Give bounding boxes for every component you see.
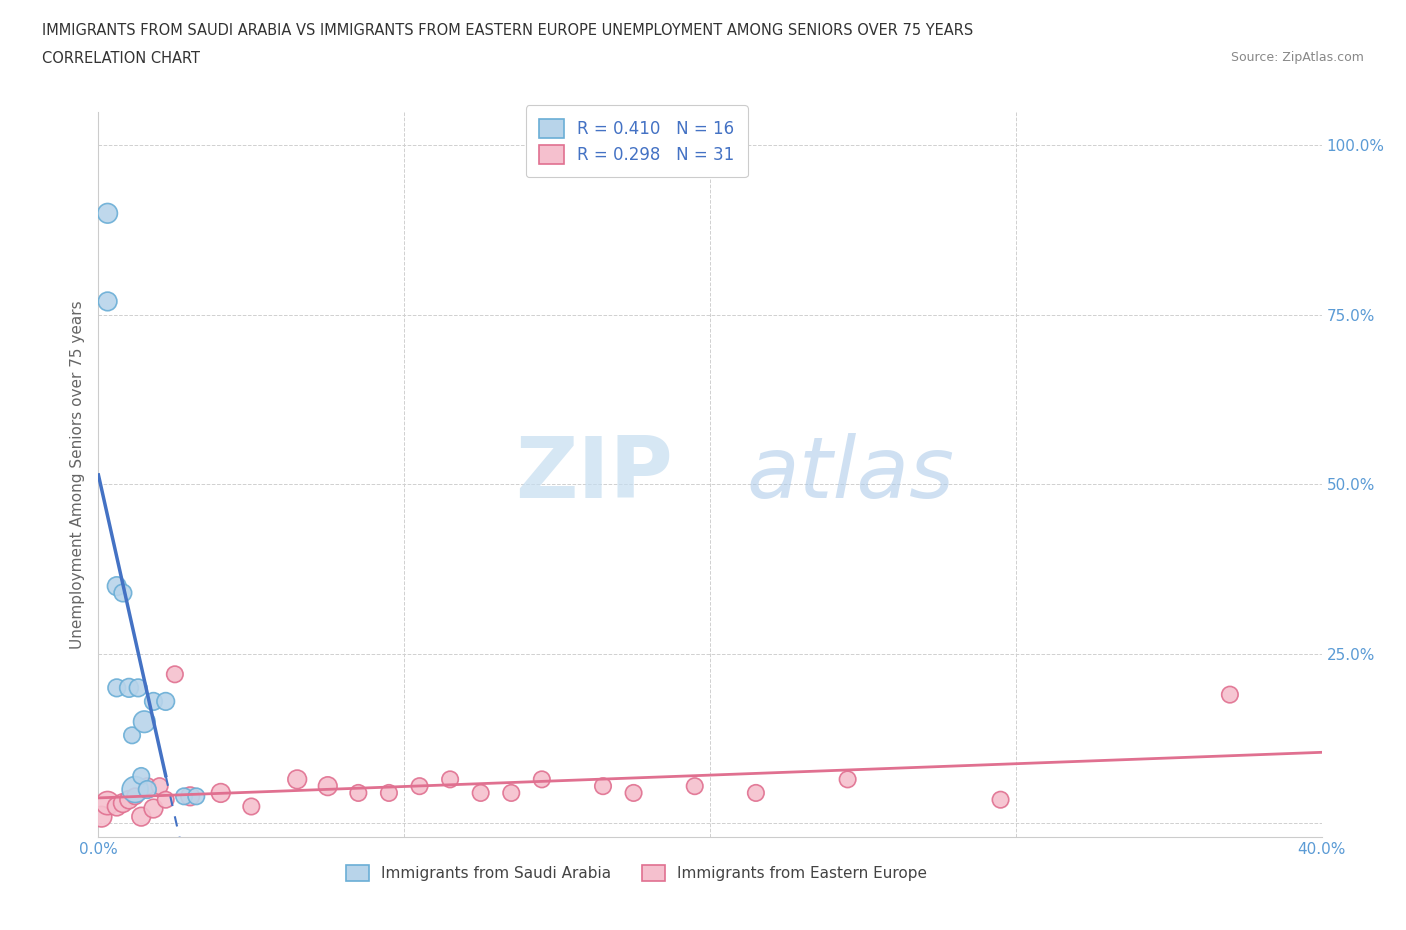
- Point: [837, 772, 859, 787]
- Point: [134, 714, 156, 729]
- Point: [179, 789, 201, 804]
- Point: [683, 778, 706, 793]
- Point: [592, 778, 614, 793]
- Text: IMMIGRANTS FROM SAUDI ARABIA VS IMMIGRANTS FROM EASTERN EUROPE UNEMPLOYMENT AMON: IMMIGRANTS FROM SAUDI ARABIA VS IMMIGRAN…: [42, 23, 973, 38]
- Point: [1219, 687, 1241, 702]
- Point: [97, 206, 120, 220]
- Point: [105, 578, 128, 593]
- Point: [347, 786, 370, 801]
- Point: [142, 694, 165, 709]
- Point: [149, 778, 172, 793]
- Point: [990, 792, 1012, 807]
- Point: [121, 728, 143, 743]
- Point: [186, 789, 208, 804]
- Point: [129, 809, 152, 824]
- Text: Source: ZipAtlas.com: Source: ZipAtlas.com: [1230, 51, 1364, 64]
- Point: [316, 778, 339, 793]
- Point: [155, 792, 177, 807]
- Point: [530, 772, 553, 787]
- Point: [173, 789, 195, 804]
- Point: [90, 809, 112, 824]
- Point: [124, 789, 146, 804]
- Point: [240, 799, 263, 814]
- Point: [408, 778, 430, 793]
- Point: [745, 786, 768, 801]
- Point: [136, 782, 159, 797]
- Point: [209, 786, 232, 801]
- Point: [142, 801, 165, 816]
- Point: [623, 786, 645, 801]
- Point: [378, 786, 401, 801]
- Point: [439, 772, 461, 787]
- Point: [118, 792, 141, 807]
- Y-axis label: Unemployment Among Seniors over 75 years: Unemployment Among Seniors over 75 years: [69, 300, 84, 648]
- Point: [129, 768, 152, 783]
- Text: ZIP: ZIP: [516, 432, 673, 516]
- Point: [285, 772, 308, 787]
- Point: [97, 796, 120, 811]
- Text: atlas: atlas: [747, 432, 955, 516]
- Point: [111, 586, 134, 601]
- Point: [105, 799, 128, 814]
- Point: [155, 694, 177, 709]
- Point: [97, 294, 120, 309]
- Point: [163, 667, 186, 682]
- Point: [501, 786, 523, 801]
- Point: [136, 778, 159, 793]
- Text: CORRELATION CHART: CORRELATION CHART: [42, 51, 200, 66]
- Point: [105, 681, 128, 696]
- Point: [470, 786, 492, 801]
- Legend: Immigrants from Saudi Arabia, Immigrants from Eastern Europe: Immigrants from Saudi Arabia, Immigrants…: [340, 859, 934, 887]
- Point: [127, 681, 149, 696]
- Point: [124, 782, 146, 797]
- Point: [118, 681, 141, 696]
- Point: [111, 796, 134, 811]
